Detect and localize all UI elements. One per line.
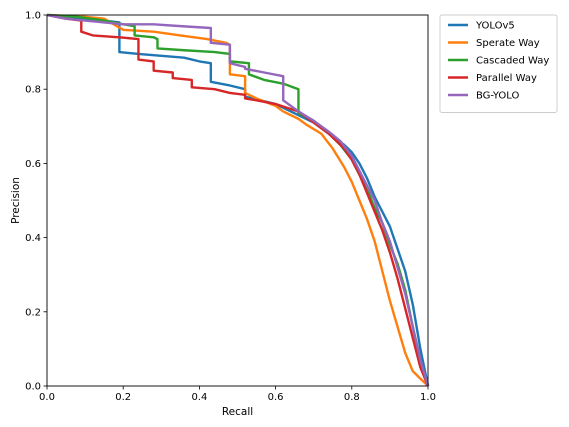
x-tick-label: 0.8: [344, 392, 360, 403]
x-axis-label: Recall: [222, 406, 253, 418]
legend-label: Cascaded Way: [476, 56, 549, 67]
y-axis-ticks: 0.0 0.2 0.4 0.6 0.8 1.0: [25, 11, 47, 393]
y-tick-label: 0.8: [25, 85, 41, 96]
x-tick-label: 0.4: [191, 392, 207, 403]
x-tick-label: 0.6: [268, 392, 284, 403]
series-line-parallel-way: [47, 13, 430, 386]
legend-box: [439, 14, 558, 113]
y-tick-label: 1.0: [25, 11, 41, 22]
y-tick-label: 0.2: [25, 307, 41, 318]
series-line-sperate-way: [47, 13, 430, 386]
x-tick-label: 1.0: [420, 392, 436, 403]
legend-label: Sperate Way: [476, 38, 540, 49]
y-axis-label: Precision: [10, 177, 22, 224]
plot-frame: [46, 14, 429, 387]
x-tick-label: 0.2: [115, 392, 131, 403]
y-tick-label: 0.4: [25, 233, 41, 244]
legend-label: Parallel Way: [476, 73, 537, 84]
y-tick-label: 0.0: [25, 382, 41, 393]
legend-label: YOLOv5: [475, 21, 515, 32]
y-tick-label: 0.6: [25, 159, 41, 170]
series-line-bg-yolo: [47, 13, 430, 386]
x-axis-ticks: 0.0 0.2 0.4 0.6 0.8 1.0: [39, 386, 436, 403]
legend-label: BG-YOLO: [476, 91, 520, 102]
legend: YOLOv5 Sperate Way Cascaded Way Parallel Wa…: [439, 14, 558, 113]
plot-lines: [47, 13, 430, 386]
x-tick-label: 0.0: [39, 392, 55, 403]
